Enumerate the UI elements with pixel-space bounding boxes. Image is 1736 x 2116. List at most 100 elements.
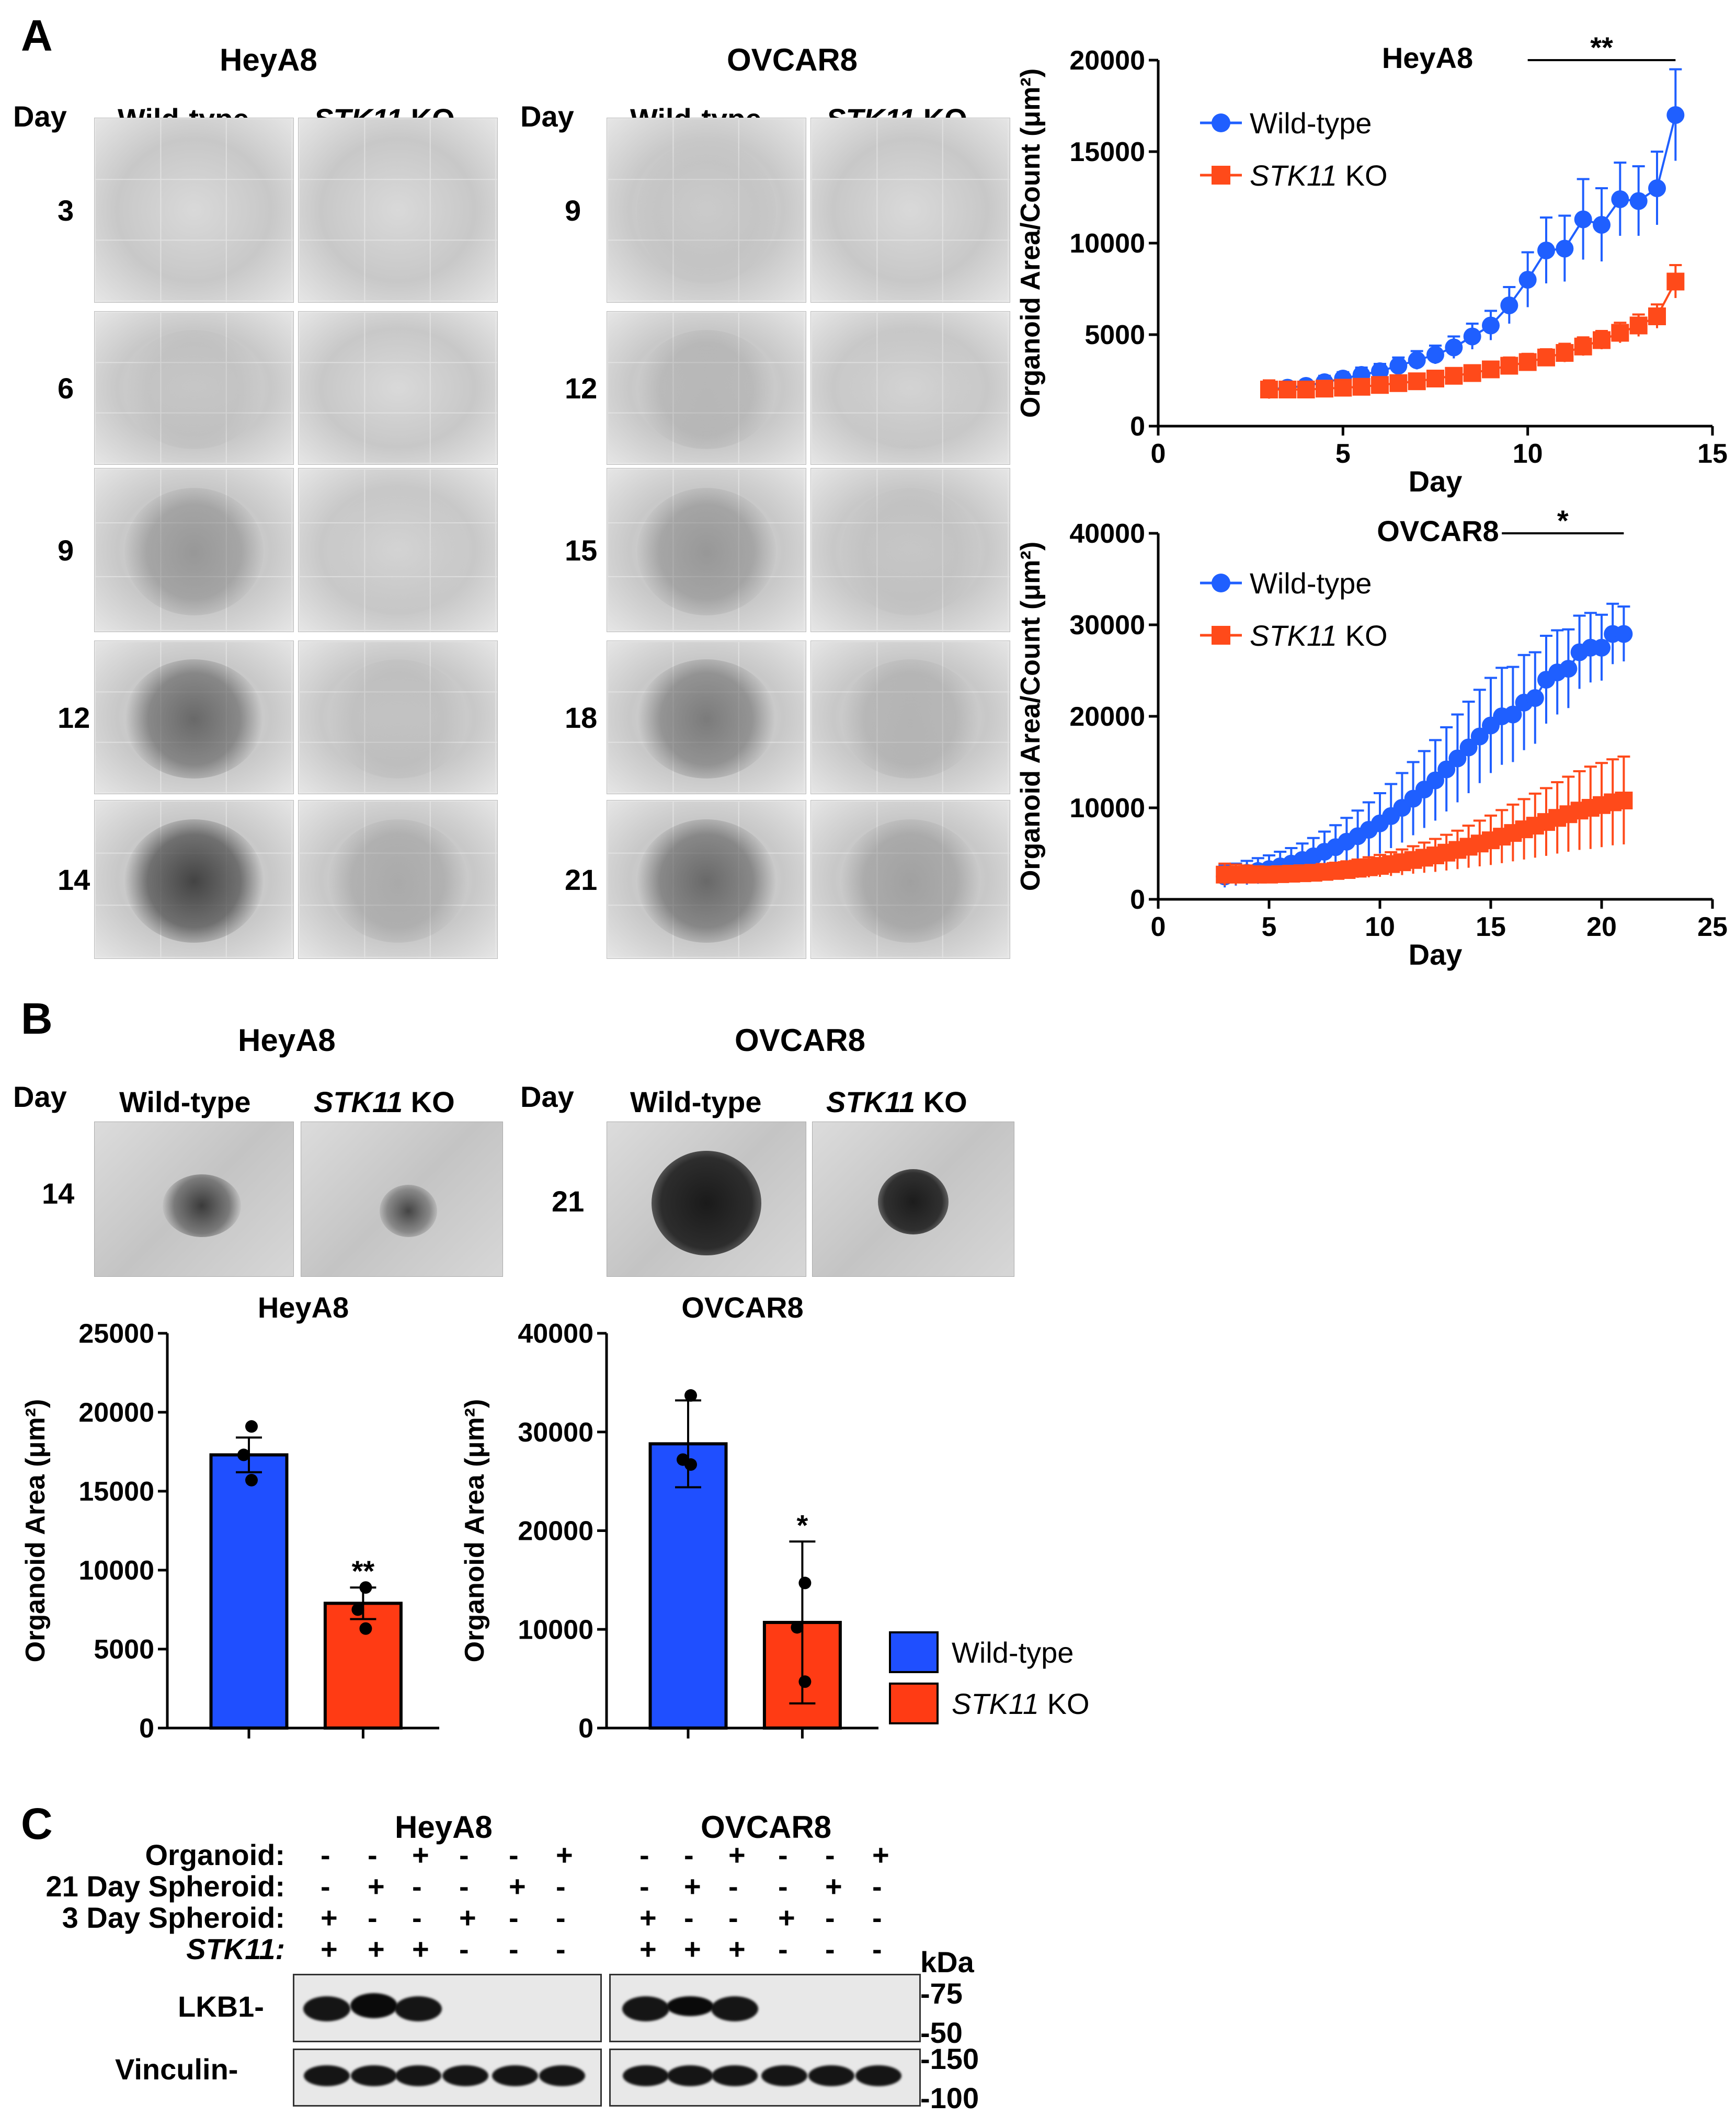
x-tick-label: 15 bbox=[1476, 912, 1506, 942]
lkb1-band bbox=[622, 1996, 669, 2021]
y-tick-label: 10000 bbox=[518, 1615, 593, 1645]
panel-a-ovcar8-title: OVCAR8 bbox=[727, 42, 858, 77]
condition-cell: - bbox=[825, 1838, 835, 1871]
data-point bbox=[1459, 738, 1478, 757]
panel-b-heya8-ko-header: STK11 KO bbox=[314, 1085, 455, 1118]
condition-cell: + bbox=[412, 1932, 429, 1965]
heya8-ko-day-3-image bbox=[298, 118, 498, 303]
legend-label: Wild-type bbox=[1250, 107, 1372, 140]
bar bbox=[209, 1453, 289, 1730]
y-axis-label: Organoid Area/Count (μm²) bbox=[1015, 68, 1046, 418]
data-point bbox=[1470, 727, 1489, 746]
condition-cell: + bbox=[728, 1932, 746, 1965]
panel-c-ovcar8-title: OVCAR8 bbox=[701, 1810, 832, 1845]
ovcar8-wt-day-15-image bbox=[607, 468, 806, 632]
data-point bbox=[1611, 190, 1629, 208]
data-point bbox=[1526, 689, 1544, 707]
y-tick-label: 0 bbox=[139, 1713, 154, 1744]
condition-cell: - bbox=[778, 1838, 788, 1871]
condition-cell: - bbox=[728, 1870, 738, 1903]
data-point bbox=[1389, 374, 1408, 392]
condition-cell: - bbox=[872, 1901, 882, 1934]
replicate-point bbox=[791, 1621, 804, 1634]
significance-marker: * bbox=[797, 1508, 808, 1541]
heya8-wt-day-3-image bbox=[94, 118, 294, 303]
data-point bbox=[1648, 179, 1666, 197]
lkb1-marker-50: -50 bbox=[920, 2016, 963, 2049]
heya8-day-label-14: 14 bbox=[58, 863, 90, 896]
ovcar8-day-label-15: 15 bbox=[565, 534, 598, 567]
legend-item-wild-type: Wild-type bbox=[889, 1631, 1090, 1673]
condition-cell: - bbox=[321, 1870, 330, 1903]
condition-cell: + bbox=[509, 1870, 526, 1903]
significance-marker: * bbox=[1557, 504, 1569, 537]
heya8-growth-line-chart: 0 5000 10000 15000 20000 0 5 10 15 Day Organoid Ar… bbox=[1015, 31, 1728, 498]
legend-item-stk11-ko: STK11 KO bbox=[889, 1683, 1090, 1724]
ovcar8-day-label-9: 9 bbox=[565, 194, 581, 227]
ovcar8-ko-day-15-image bbox=[810, 468, 1010, 632]
condition-cell: - bbox=[778, 1932, 788, 1965]
y-tick-label: 10000 bbox=[1069, 793, 1145, 823]
data-point bbox=[1426, 370, 1444, 387]
panel-b-ovcar8-ko-header: STK11 KO bbox=[826, 1085, 967, 1118]
condition-label-1: 21 Day Spheroid: bbox=[45, 1870, 285, 1903]
data-point bbox=[1260, 381, 1278, 398]
panel-b-heya8-title: HeyA8 bbox=[238, 1023, 336, 1058]
heya8-wt-day-14-image bbox=[94, 800, 294, 959]
data-point bbox=[1593, 638, 1611, 657]
condition-cell: + bbox=[825, 1870, 842, 1903]
legend-item-stk11-ko: STK11 KO bbox=[1200, 619, 1388, 652]
data-point bbox=[1574, 337, 1592, 356]
condition-cell: + bbox=[321, 1932, 338, 1965]
heya8-ko-day-9-image bbox=[298, 468, 498, 632]
y-tick-label: 5000 bbox=[1084, 320, 1145, 350]
data-point bbox=[1593, 216, 1611, 234]
condition-cell: - bbox=[556, 1932, 566, 1965]
condition-cell: - bbox=[778, 1870, 788, 1903]
replicate-point bbox=[798, 1675, 812, 1688]
x-tick-label: 10 bbox=[1365, 912, 1395, 942]
condition-cell: - bbox=[321, 1838, 330, 1871]
lkb1-blot-ovcar8 bbox=[609, 1974, 921, 2042]
data-point bbox=[1426, 346, 1444, 364]
ovcar8-wt-day-18-image bbox=[607, 640, 806, 794]
panel-b-ovcar8-title: OVCAR8 bbox=[735, 1023, 866, 1058]
data-point bbox=[1463, 364, 1481, 382]
y-axis-label: Organoid Area (μm²) bbox=[460, 1399, 490, 1663]
data-point bbox=[1666, 106, 1685, 124]
y-tick-label: 15000 bbox=[1069, 137, 1145, 167]
condition-cell: - bbox=[368, 1901, 378, 1934]
lkb1-band bbox=[667, 1996, 714, 2016]
panel-b-ovcar8-wt-header: Wild-type bbox=[630, 1085, 762, 1118]
condition-cell: - bbox=[684, 1838, 694, 1871]
data-point bbox=[1408, 372, 1426, 391]
condition-cell: - bbox=[509, 1838, 519, 1871]
heya8-day-label-6: 6 bbox=[58, 372, 74, 405]
replicate-point bbox=[798, 1576, 812, 1589]
heya8-wt-day-6-image bbox=[94, 311, 294, 465]
legend-label-wild-type: Wild-type bbox=[952, 1635, 1074, 1669]
condition-cell: + bbox=[639, 1901, 657, 1934]
condition-cell: + bbox=[321, 1901, 338, 1934]
condition-cell: + bbox=[368, 1932, 385, 1965]
y-tick-label: 10000 bbox=[1069, 228, 1145, 259]
heya8-ko-brightfield-image bbox=[301, 1122, 503, 1277]
heya8-wt-day-9-image bbox=[94, 468, 294, 632]
bar-stk11-ko: ** bbox=[323, 1554, 403, 1738]
data-point bbox=[1445, 338, 1463, 357]
vinculin-band bbox=[667, 2065, 713, 2086]
panel-b-heya8-wt-header: Wild-type bbox=[119, 1085, 251, 1118]
condition-cell: - bbox=[412, 1901, 422, 1934]
panel-b-letter: B bbox=[21, 994, 53, 1043]
data-point bbox=[1389, 357, 1408, 375]
data-point bbox=[1504, 705, 1522, 724]
data-point bbox=[1500, 357, 1518, 375]
x-tick-label: 20 bbox=[1586, 912, 1617, 942]
vinculin-band bbox=[351, 2065, 397, 2086]
panel-a-ovcar8-day-header: Day bbox=[520, 100, 574, 133]
legend-item-wild-type: Wild-type bbox=[1200, 107, 1372, 140]
replicate-point bbox=[245, 1473, 258, 1486]
heya8-ko-day-12-image bbox=[298, 640, 498, 794]
ovcar8-wt-day-9-image bbox=[607, 118, 806, 303]
data-point bbox=[1666, 272, 1685, 291]
